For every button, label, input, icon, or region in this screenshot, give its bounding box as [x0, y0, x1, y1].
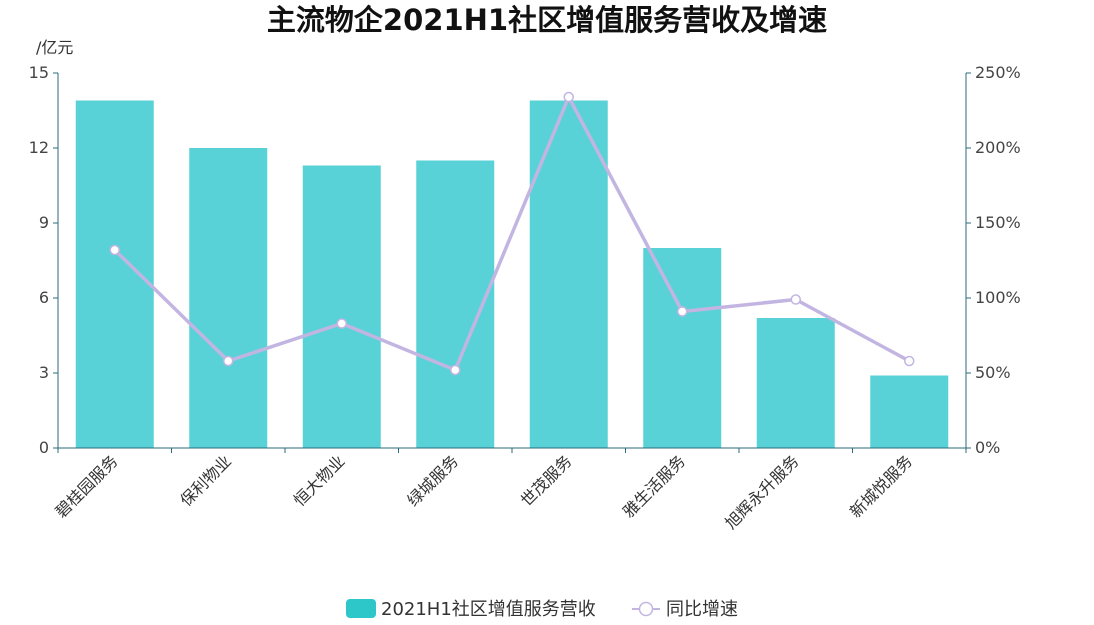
y-left-tick-label: 9 [39, 213, 49, 232]
bar[interactable] [189, 148, 268, 448]
growth-point[interactable] [563, 91, 574, 103]
y-right-tick-label: 250% [975, 63, 1021, 82]
y-axis-unit: /亿元 [36, 38, 73, 57]
bar[interactable] [529, 100, 608, 449]
growth-point[interactable] [677, 306, 688, 317]
line-series [109, 91, 915, 376]
category-labels: 碧桂园服务 保利物业 恒大物业 绿城服务 世茂服务 雅生活服务 旭辉永升服务 新城悦服务 [52, 451, 917, 532]
x-category-label: 恒大物业 [290, 451, 349, 510]
y-right-tick-label: 200% [975, 138, 1021, 157]
y-right-tick-label: 50% [975, 363, 1011, 382]
y-left-tick-label: 15 [29, 63, 49, 82]
y-right-tick-label: 100% [975, 288, 1021, 307]
y-right-tick-label: 0% [975, 438, 1000, 457]
y-left-tick-label: 3 [39, 363, 49, 382]
bar[interactable] [75, 100, 154, 449]
chart-title: 主流物企2021H1社区增值服务营收及增速 [267, 3, 827, 37]
growth-point[interactable] [109, 244, 120, 256]
y-left-tick-label: 6 [39, 288, 49, 307]
legend-label-growth[interactable]: 同比增速 [666, 599, 738, 620]
x-category-label: 绿城服务 [403, 451, 462, 510]
x-category-label: 保利物业 [176, 451, 235, 510]
growth-point[interactable] [904, 355, 915, 367]
x-category-label: 世茂服务 [517, 451, 576, 510]
bar[interactable] [756, 318, 835, 448]
y-right-tick-label: 150% [975, 213, 1021, 232]
growth-point[interactable] [450, 364, 461, 376]
x-category-label: 旭辉永升服务 [721, 451, 802, 532]
bar[interactable] [870, 375, 949, 449]
x-category-label: 新城悦服务 [846, 451, 916, 521]
bar[interactable] [302, 165, 381, 449]
legend: 2021H1社区增值服务营收 同比增速 [346, 599, 738, 620]
bar-series [75, 100, 949, 449]
bar[interactable] [643, 248, 722, 448]
growth-point[interactable] [336, 318, 347, 329]
y-left-tick-label: 12 [29, 138, 49, 157]
growth-line [113, 95, 911, 372]
y-left-tick-label: 0 [39, 438, 49, 457]
legend-label-revenue[interactable]: 2021H1社区增值服务营收 [381, 599, 596, 620]
legend-swatch-growth-marker[interactable] [638, 601, 654, 617]
growth-point[interactable] [790, 294, 801, 305]
growth-point[interactable] [223, 355, 234, 367]
x-category-label: 碧桂园服务 [52, 451, 122, 521]
legend-swatch-revenue[interactable] [346, 599, 376, 618]
x-category-label: 雅生活服务 [619, 451, 689, 521]
